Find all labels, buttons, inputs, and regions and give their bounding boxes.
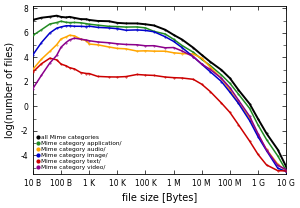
Y-axis label: log(number of files): log(number of files) [5, 42, 15, 138]
X-axis label: file size [Bytes]: file size [Bytes] [122, 193, 197, 203]
Legend: all Mime categories, Mime category application/, Mime category audio/, Mime cate: all Mime categories, Mime category appli… [36, 135, 122, 171]
